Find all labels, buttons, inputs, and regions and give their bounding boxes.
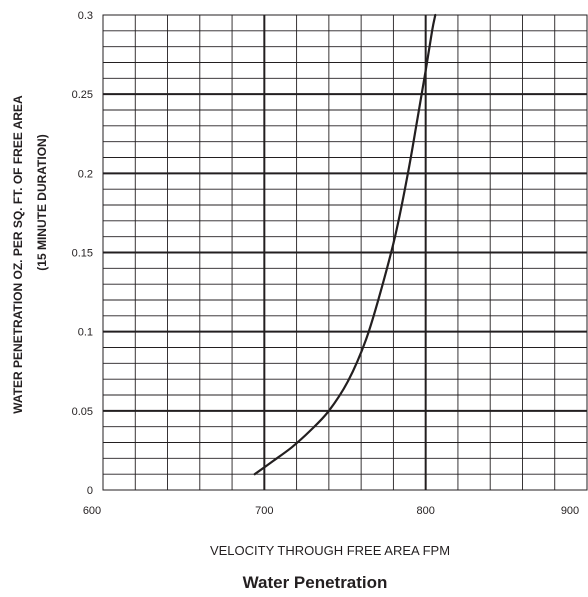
x-axis-label: VELOCITY THROUGH FREE AREA FPM [210, 543, 450, 558]
x-tick-label: 900 [561, 505, 579, 517]
y-tick-label: 0 [87, 485, 93, 497]
y-tick-label: 0.3 [78, 10, 93, 22]
y-tick-label: 0.05 [72, 406, 93, 418]
x-tick-labels: 600 700 800 900 [83, 505, 579, 517]
y-tick-label: 0.15 [72, 248, 93, 260]
y-tick-label: 0.1 [78, 327, 93, 339]
y-tick-labels: 0 0.05 0.1 0.15 0.2 0.25 0.3 [72, 10, 93, 497]
x-tick-label: 700 [255, 505, 273, 517]
y-tick-label: 0.25 [72, 89, 93, 101]
major-grid [103, 15, 587, 490]
x-tick-label: 600 [83, 505, 101, 517]
y-axis-label-line-2: (15 MINUTE DURATION) [35, 134, 49, 270]
y-axis-label-line-1: WATER PENETRATION OZ. PER SQ. FT. OF FRE… [11, 95, 25, 414]
plot-frame [102, 14, 588, 491]
y-tick-label: 0.2 [78, 168, 93, 180]
penetration-curve [253, 13, 437, 476]
x-tick-label: 800 [416, 505, 434, 517]
chart-title: Water Penetration [243, 573, 388, 592]
